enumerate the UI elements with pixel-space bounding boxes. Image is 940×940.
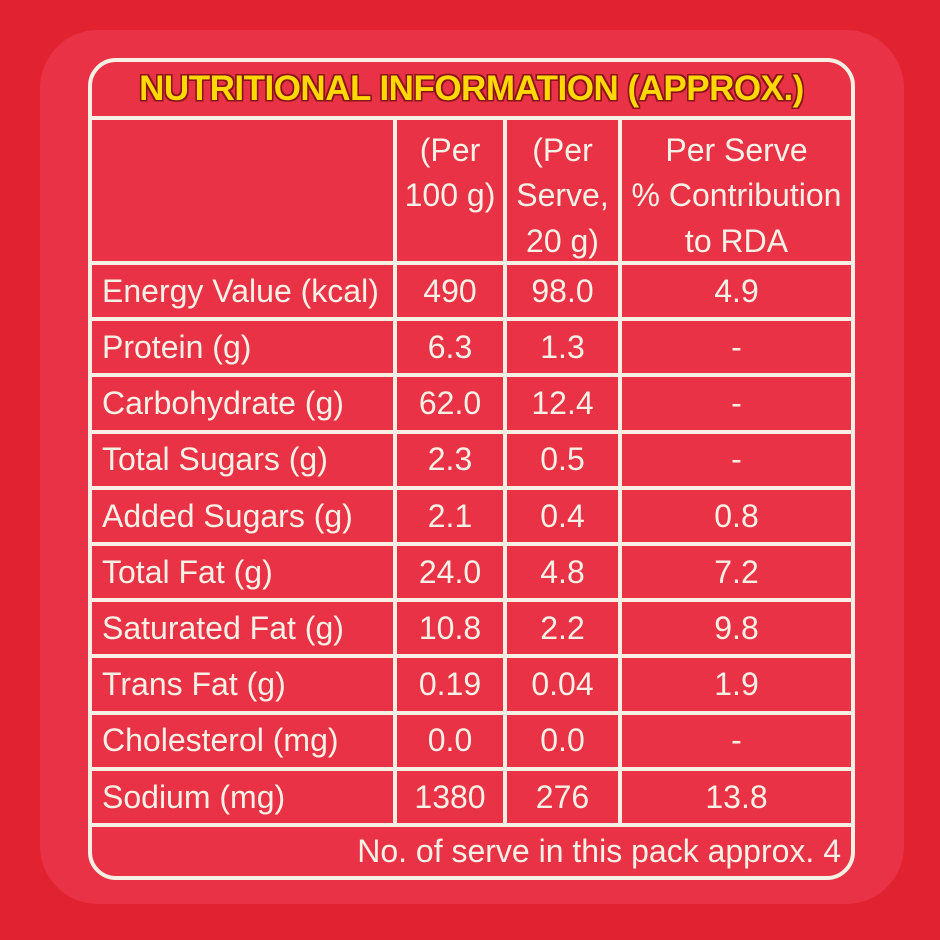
nutrient-value: 0.0	[503, 710, 618, 767]
nutrient-value: 0.5	[503, 429, 618, 486]
nutrient-value: 0.8	[618, 485, 851, 542]
table-title: NUTRITIONAL INFORMATION (APPROX.)	[139, 69, 804, 108]
nutrient-value: 276	[503, 766, 618, 823]
nutrient-label: Trans Fat (g)	[92, 654, 393, 710]
nutrient-label: Saturated Fat (g)	[92, 598, 393, 654]
nutrient-value: 10.8	[393, 598, 503, 655]
nutrient-value: -	[618, 710, 851, 767]
nutrient-value: 4.9	[618, 261, 851, 318]
nutrient-value: 7.2	[618, 542, 851, 599]
nutrient-label: Sodium (mg)	[92, 766, 393, 823]
nutrient-value: 62.0	[393, 373, 503, 430]
nutrient-value: 1.9	[618, 654, 851, 711]
nutrient-value: -	[618, 317, 851, 374]
footer-note: No. of serve in this pack approx. 4	[357, 833, 841, 869]
footer-note-row: No. of serve in this pack approx. 4	[92, 823, 851, 876]
nutrient-value: 0.19	[393, 654, 503, 711]
nutrient-value: 24.0	[393, 542, 503, 599]
nutrient-value: 98.0	[503, 261, 618, 318]
nutrient-label: Cholesterol (mg)	[92, 710, 393, 767]
nutrient-value: 9.8	[618, 598, 851, 655]
label-panel	[40, 30, 904, 904]
column-header-rda: Per Serve % Contribution to RDA	[618, 120, 851, 261]
nutrient-value: 0.4	[503, 485, 618, 542]
nutrient-value: -	[618, 429, 851, 486]
nutrient-label: Added Sugars (g)	[92, 485, 393, 542]
nutrient-value: 2.2	[503, 598, 618, 655]
nutrient-value: 13.8	[618, 766, 851, 823]
nutrient-value: 12.4	[503, 373, 618, 430]
nutrient-value: 2.3	[393, 429, 503, 486]
nutrient-value: 2.1	[393, 485, 503, 542]
nutrient-value: 1380	[393, 766, 503, 823]
nutrient-value: 490	[393, 261, 503, 318]
column-header-per-serve: (Per Serve, 20 g)	[503, 120, 618, 261]
nutrient-value: 0.04	[503, 654, 618, 711]
column-header-blank	[92, 120, 393, 261]
nutrient-value: 4.8	[503, 542, 618, 599]
nutrient-value: 6.3	[393, 317, 503, 374]
nutrient-label: Total Sugars (g)	[92, 429, 393, 486]
nutrition-grid: (Per 100 g) (Per Serve, 20 g) Per Serve …	[92, 120, 851, 823]
nutrient-value: 1.3	[503, 317, 618, 374]
nutrient-label: Carbohydrate (g)	[92, 373, 393, 429]
nutrition-table: NUTRITIONAL INFORMATION (APPROX.) (Per 1…	[88, 58, 855, 880]
column-header-per-100g: (Per 100 g)	[393, 120, 503, 261]
nutrient-value: -	[618, 373, 851, 430]
nutrient-value: 0.0	[393, 710, 503, 767]
nutrient-label: Total Fat (g)	[92, 542, 393, 598]
nutrient-label: Protein (g)	[92, 317, 393, 373]
table-title-row: NUTRITIONAL INFORMATION (APPROX.)	[92, 62, 851, 120]
nutrient-label: Energy Value (kcal)	[92, 261, 393, 317]
